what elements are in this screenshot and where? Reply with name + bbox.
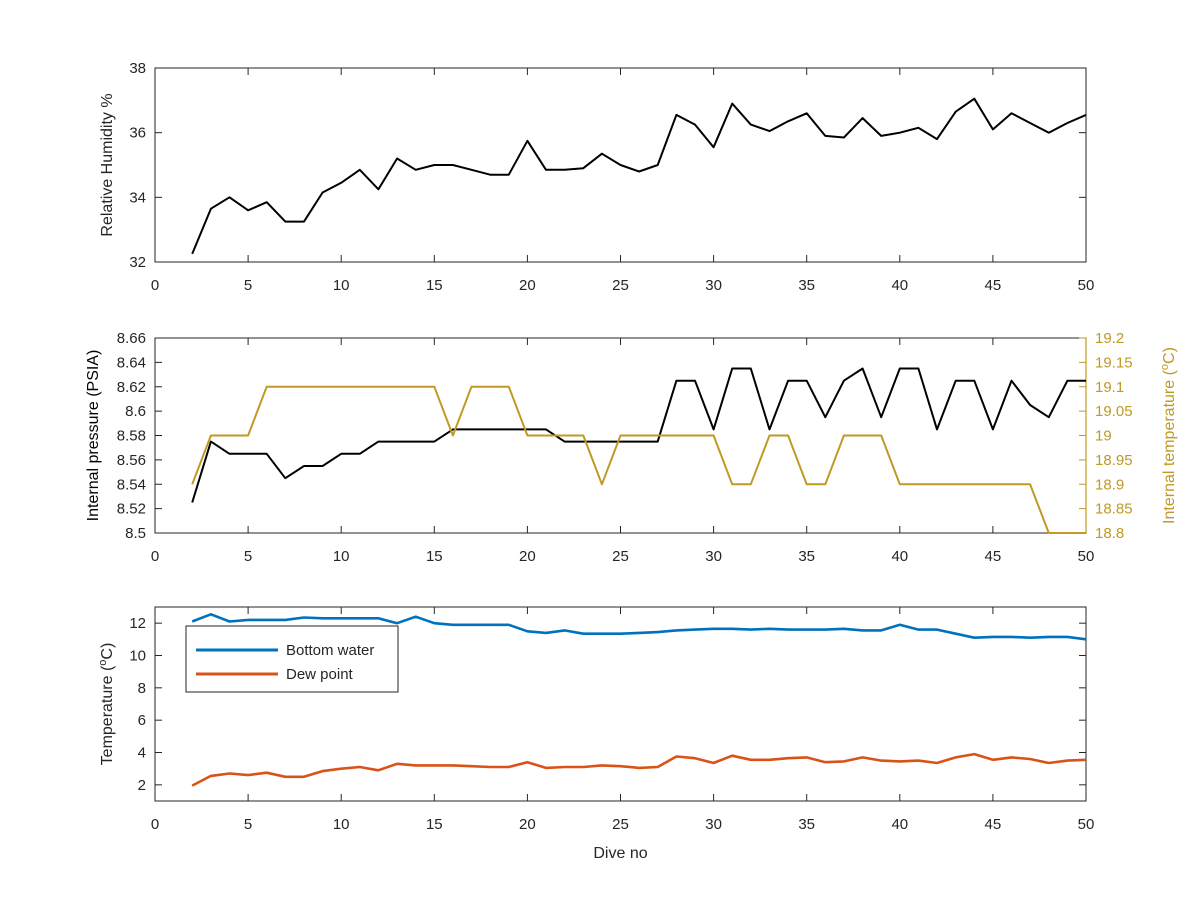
y2-tick-label: 19.15 — [1095, 354, 1133, 371]
y-axis-label: Relative Humidity % — [99, 93, 116, 236]
y2-tick-label: 18.8 — [1095, 525, 1124, 542]
y-tick-label: 8 — [138, 680, 146, 697]
x-tick-label: 35 — [798, 816, 815, 833]
x-tick-label: 50 — [1078, 277, 1095, 294]
x-tick-label: 50 — [1078, 548, 1095, 565]
y2-tick-label: 19.2 — [1095, 330, 1124, 347]
x-tick-label: 30 — [705, 548, 722, 565]
y-tick-label: 8.62 — [117, 379, 146, 396]
x-tick-label: 15 — [426, 548, 443, 565]
y-tick-label: 8.64 — [117, 354, 146, 371]
y2-axis-label: Internal temperature (oC) — [1159, 347, 1178, 524]
x-tick-label: 30 — [705, 816, 722, 833]
x-tick-label: 25 — [612, 277, 629, 294]
y-tick-label: 8.66 — [117, 330, 146, 347]
y-tick-label: 4 — [138, 745, 146, 762]
y-tick-label: 36 — [129, 125, 146, 142]
x-tick-label: 15 — [426, 816, 443, 833]
x-tick-label: 30 — [705, 277, 722, 294]
series-dew-point — [191, 752, 1087, 787]
x-tick-label: 35 — [798, 277, 815, 294]
y-tick-label: 8.5 — [125, 525, 146, 542]
y2-tick-label: 18.9 — [1095, 476, 1124, 493]
y-axis-label: Internal pressure (PSIA) — [85, 350, 102, 522]
x-tick-label: 45 — [985, 277, 1002, 294]
chart-panel-1: 0 5 10 15 20 25 30 35 40 45 50 32 34 36 38 Relative Hum… — [99, 60, 1094, 294]
x-tick-label: 10 — [333, 277, 350, 294]
x-tick-label: 20 — [519, 816, 536, 833]
x-tick-label: 15 — [426, 277, 443, 294]
x-tick-label: 0 — [151, 277, 159, 294]
y-tick-label: 6 — [138, 712, 146, 729]
x-tick-label: 0 — [151, 548, 159, 565]
y-tick-label: 38 — [129, 60, 146, 77]
legend-box — [185, 625, 399, 693]
y2-tick-label: 19 — [1095, 428, 1112, 445]
x-tick-label: 25 — [612, 816, 629, 833]
chart-panel-2: 0 5 10 15 20 25 30 35 40 45 50 8.5 8.52 8.54 8.56 8.58 8… — [85, 330, 1178, 565]
y2-tick-label: 19.05 — [1095, 403, 1133, 420]
legend: Bottom water Dew point — [185, 625, 399, 693]
x-axis-label: Dive no — [593, 845, 647, 862]
x-tick-label: 5 — [244, 548, 252, 565]
x-tick-label: 50 — [1078, 816, 1095, 833]
y-tick-label: 8.54 — [117, 476, 146, 493]
x-tick-label: 35 — [798, 548, 815, 565]
y-tick-label: 2 — [138, 777, 146, 794]
x-tick-label: 45 — [985, 816, 1002, 833]
x-tick-label: 5 — [244, 277, 252, 294]
y2-tick-label: 19.1 — [1095, 379, 1124, 396]
x-tick-label: 0 — [151, 816, 159, 833]
chart-panel-3: 0 5 10 15 20 25 30 35 40 45 50 2 4 6 8 10 12 Temperature … — [97, 606, 1095, 862]
legend-label: Dew point — [286, 666, 354, 683]
x-tick-label: 25 — [612, 548, 629, 565]
y-tick-label: 32 — [129, 254, 146, 271]
y-tick-label: 34 — [129, 189, 146, 206]
series-line-1 — [191, 367, 1086, 503]
x-tick-label: 10 — [333, 548, 350, 565]
y-tick-label: 8.52 — [117, 501, 146, 518]
x-tick-label: 20 — [519, 277, 536, 294]
y-axis-label: Temperature (oC) — [97, 643, 116, 766]
x-tick-label: 20 — [519, 548, 536, 565]
y2-tick-label: 18.95 — [1095, 452, 1133, 469]
y-tick-label: 8.56 — [117, 452, 146, 469]
y-tick-label: 8.58 — [117, 428, 146, 445]
series-line-1 — [191, 97, 1087, 255]
x-tick-label: 45 — [985, 548, 1002, 565]
x-tick-label: 10 — [333, 816, 350, 833]
legend-label: Bottom water — [286, 642, 374, 659]
x-tick-label: 5 — [244, 816, 252, 833]
x-tick-label: 40 — [891, 277, 908, 294]
y-tick-label: 8.6 — [125, 403, 146, 420]
x-tick-label: 40 — [891, 548, 908, 565]
series-line-2 — [191, 385, 1086, 534]
x-tick-label: 40 — [891, 816, 908, 833]
y-tick-label: 12 — [129, 615, 146, 632]
y2-tick-label: 18.85 — [1095, 501, 1133, 518]
y-tick-label: 10 — [129, 648, 146, 665]
series-bottom-water — [191, 612, 1087, 641]
